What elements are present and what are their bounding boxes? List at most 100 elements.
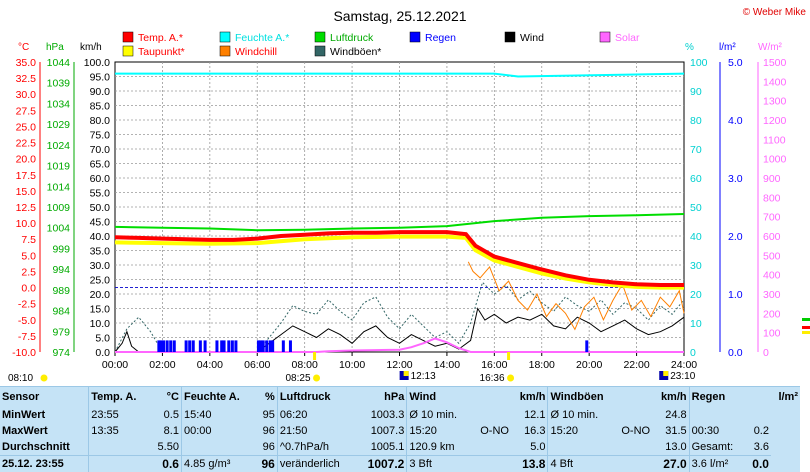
hpa-tick-label: 1009: [47, 202, 71, 214]
solar-tick-label: 600: [763, 231, 781, 243]
sun-icon: [313, 375, 320, 382]
percent-tick-label: 50: [690, 202, 702, 214]
solar-tick-label: 1000: [763, 154, 787, 166]
percent-unit-label: %: [685, 42, 694, 53]
kmh-tick-label: 10.0: [90, 318, 111, 330]
stats-cell: 31.5: [652, 423, 689, 439]
stats-cell: O-NO: [471, 423, 511, 439]
stats-header-cell: km/h: [511, 387, 548, 407]
solar-tick-label: 0: [763, 347, 769, 359]
celsius-tick-label: -2.5: [18, 299, 36, 311]
hpa-tick-label: 1019: [47, 161, 71, 173]
stats-cell: 4.85 g/m³: [181, 456, 255, 472]
rain-bar: [234, 340, 237, 352]
stats-cell: 13.0: [652, 439, 689, 456]
kmh-tick-label: 0.0: [95, 347, 110, 359]
solar-tick-label: 800: [763, 192, 781, 204]
rain-bar: [271, 340, 274, 352]
solar-tick-label: 400: [763, 270, 781, 282]
celsius-tick-label: 27.5: [16, 105, 37, 117]
kmh-tick-label: 35.0: [90, 246, 111, 258]
stats-cell: 15:20: [407, 423, 471, 439]
rain-bar: [223, 340, 226, 352]
rain-bar: [162, 340, 165, 352]
stats-cell: 00:30: [689, 423, 746, 439]
celsius-tick-label: 5.0: [21, 250, 36, 262]
stats-cell: 5.0: [511, 439, 548, 456]
stats-cell: 13:35: [89, 423, 150, 439]
sun-time-label: 08:25: [286, 373, 311, 384]
stats-cell: [181, 439, 255, 456]
hpa-tick-label: 974: [52, 347, 70, 359]
stats-cell: 12.1: [511, 407, 548, 423]
legend-swatch: [315, 46, 325, 56]
time-tick-label: 08:00: [292, 359, 318, 371]
hpa-tick-label: 979: [52, 326, 70, 338]
stats-cell: [612, 439, 652, 456]
time-tick-label: 02:00: [149, 359, 175, 371]
stats-cell: 0.0: [746, 456, 771, 472]
moon-icon-highlight: [404, 371, 409, 376]
rain-bar: [173, 340, 176, 352]
rain-bar: [265, 340, 268, 352]
rain-bar: [262, 340, 265, 352]
percent-tick-label: 30: [690, 260, 702, 272]
kmh-tick-label: 30.0: [90, 260, 111, 272]
solar-tick-label: 100: [763, 328, 781, 340]
stats-cell: [689, 407, 746, 423]
stats-cell: 95: [255, 407, 277, 423]
stats-cell: 25.12. 23:55: [0, 456, 89, 472]
legend-label: Luftdruck: [330, 32, 374, 44]
percent-tick-label: 40: [690, 231, 702, 243]
kmh-tick-label: 45.0: [90, 217, 111, 229]
edge-swatch-green: [802, 318, 810, 321]
percent-tick-label: 100: [690, 57, 708, 69]
kmh-tick-label: 90.0: [90, 86, 111, 98]
stats-cell: 96: [255, 439, 277, 456]
rain-bar: [199, 340, 202, 352]
stats-header-cell: Temp. A.: [89, 387, 150, 407]
stats-cell: 5.50: [150, 439, 182, 456]
stats-cell: 00:00: [181, 423, 255, 439]
rain-bar: [215, 340, 218, 352]
stats-cell: 15:40: [181, 407, 255, 423]
stats-cell: 96: [255, 423, 277, 439]
stats-cell: 3.6 l/m²: [689, 456, 746, 472]
legend-label: Feuchte A.*: [235, 32, 289, 44]
kmh-tick-label: 100.0: [84, 57, 110, 69]
stats-header-cell: l/m²: [771, 387, 800, 407]
legend-label: Windchill: [235, 46, 277, 58]
legend-swatch: [600, 32, 610, 42]
stats-cell: [89, 456, 150, 472]
rain-tick-label: 4.0: [728, 115, 743, 127]
rain-bar: [192, 340, 195, 352]
legend-swatch: [315, 32, 325, 42]
rain-bar: [231, 340, 234, 352]
celsius-tick-label: 7.5: [21, 234, 36, 246]
time-tick-label: 14:00: [434, 359, 460, 371]
hpa-tick-label: 989: [52, 285, 70, 297]
hpa-tick-label: 999: [52, 243, 70, 255]
hpa-tick-label: 1039: [47, 78, 71, 90]
legend-swatch: [220, 46, 230, 56]
stats-cell: 21:50: [277, 423, 356, 439]
percent-tick-label: 60: [690, 173, 702, 185]
rain-bar: [585, 340, 588, 352]
weather-chart: Samstag, 25.12.2021 © Weber Mike Temp. A…: [0, 0, 810, 386]
hpa-tick-label: 1024: [47, 140, 71, 152]
stats-cell: [612, 407, 652, 423]
stats-cell: 16.3: [511, 423, 548, 439]
rain-tick-label: 1.0: [728, 289, 743, 301]
solar-tick-label: 500: [763, 250, 781, 262]
moon-time-label: 23:10: [670, 371, 695, 382]
rain-tick-label: 3.0: [728, 173, 743, 185]
stats-cell: Durchschnitt: [0, 439, 89, 456]
stats-header-cell: km/h: [652, 387, 689, 407]
stats-cell: 4 Bft: [548, 456, 612, 472]
sun-icon: [507, 375, 514, 382]
legend-label: Regen: [425, 32, 456, 44]
solar-tick-label: 200: [763, 308, 781, 320]
